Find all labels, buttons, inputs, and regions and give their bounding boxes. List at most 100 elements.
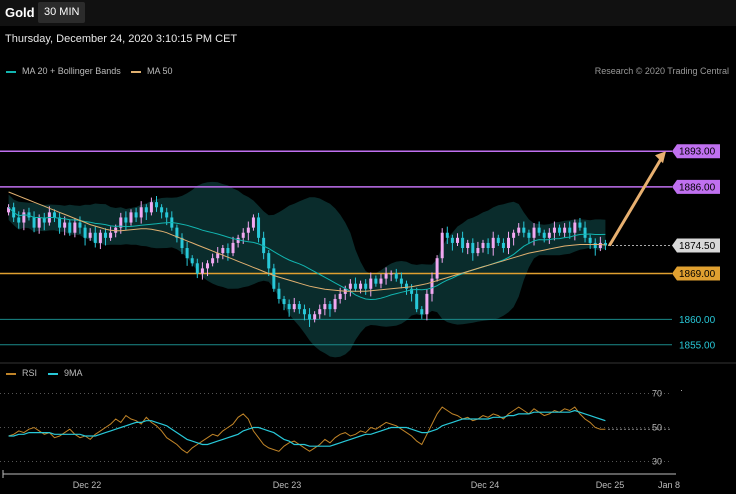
copyright: Research © 2020 Trading Central: [594, 66, 729, 76]
ma50-swatch: [131, 70, 141, 73]
rsi-tick-label: 50: [652, 423, 662, 433]
ma50-label: MA 50: [147, 66, 173, 76]
candle-body: [476, 248, 480, 254]
forecast-arrow-shaft: [608, 156, 664, 247]
candle-body: [216, 253, 220, 259]
rsi-label: RSI: [22, 368, 38, 378]
candle-body: [323, 304, 327, 310]
candle-body: [17, 217, 21, 223]
candle-body: [155, 202, 158, 208]
candle-body: [180, 237, 184, 249]
candle-body: [277, 288, 281, 299]
candle-body: [93, 232, 97, 243]
candle-body: [583, 227, 587, 238]
candle-body: [257, 217, 261, 238]
price-label: 1893.00: [679, 147, 716, 158]
symbol-name: Gold: [5, 5, 35, 20]
candle-body: [440, 232, 444, 259]
candle-body: [190, 258, 194, 264]
time-axis-label: Dec 23: [273, 480, 302, 490]
candle-body: [37, 217, 41, 228]
candle-body: [302, 309, 306, 315]
timeframe-button[interactable]: 30 MIN: [38, 2, 86, 23]
candle-body: [359, 283, 363, 289]
candle-body: [415, 293, 419, 310]
candle-body: [430, 278, 434, 294]
candle-body: [588, 237, 592, 243]
candle-body: [246, 227, 250, 233]
candle-body: [496, 237, 500, 243]
rsi-swatch: [6, 372, 16, 375]
candle-body: [593, 242, 597, 249]
rsi-line: [8, 406, 606, 454]
candle-body: [119, 217, 123, 228]
candle-body: [287, 304, 291, 310]
candle-body: [297, 304, 301, 310]
candle-body: [471, 242, 475, 254]
candle-body: [103, 232, 107, 238]
candle-body: [353, 283, 357, 289]
time-axis-label: Jan 8: [658, 480, 680, 490]
time-axis: Dec 22 Dec 23 Dec 24 Dec 25 Jan 8: [2, 470, 680, 490]
candle-body: [435, 258, 439, 279]
candle-body: [425, 293, 429, 315]
candle-body: [185, 248, 189, 259]
candle-body: [134, 212, 138, 218]
candle-body: [236, 237, 240, 243]
candle-body: [486, 242, 490, 249]
candle-body: [399, 278, 403, 284]
rsi-axis-dot: ·: [680, 385, 683, 395]
candle-body: [221, 248, 225, 254]
candle-body: [124, 217, 128, 223]
price-levels: [0, 150, 672, 346]
candle-body: [450, 237, 454, 243]
candle-body: [379, 278, 383, 284]
candle-body: [404, 283, 408, 289]
price-label: 1886.00: [679, 182, 716, 193]
chart-datetime: Thursday, December 24, 2020 3:10:15 PM C…: [5, 33, 238, 45]
candle-body: [394, 273, 398, 279]
candle-body: [68, 222, 72, 233]
candle-body: [109, 232, 113, 238]
candle-body: [52, 212, 56, 218]
candle-body: [206, 263, 210, 269]
candle-body: [603, 242, 607, 246]
candle-body: [313, 314, 317, 320]
candle-body: [456, 237, 459, 243]
price-label: 1855.00: [679, 340, 716, 351]
candle-body: [389, 273, 393, 275]
candle-body: [262, 237, 266, 254]
price-label: 1860.00: [679, 315, 716, 326]
price-label-bg: [672, 179, 720, 194]
candle-body: [83, 227, 87, 238]
ma50-line: [8, 191, 606, 292]
candle-body: [149, 202, 153, 213]
candle-body: [333, 298, 337, 310]
candle-body: [272, 268, 276, 289]
rsi-ma-line: [8, 409, 606, 447]
candle-body: [241, 232, 245, 238]
candle-body: [491, 237, 495, 249]
candle-body: [568, 227, 572, 233]
time-axis-label: Dec 22: [73, 480, 102, 490]
candle-body: [507, 237, 511, 249]
price-label-bg: [672, 266, 720, 281]
candle-body: [200, 268, 204, 274]
forecast-arrow: [608, 151, 666, 247]
moving-averages: [8, 191, 606, 301]
time-axis-label: Dec 24: [471, 480, 500, 490]
rsi-ma-swatch: [48, 372, 58, 375]
candle-body: [98, 232, 102, 243]
candle-body: [160, 207, 164, 213]
candle-body: [481, 242, 485, 249]
candle-body: [165, 212, 169, 218]
candle-body: [308, 314, 312, 320]
candle-body: [58, 217, 62, 228]
price-label: 1874.50: [679, 241, 716, 252]
candle-body: [522, 227, 526, 233]
candle-body: [527, 232, 531, 238]
candle-body: [558, 227, 562, 233]
candle-body: [532, 227, 536, 238]
candle-body: [22, 212, 26, 223]
